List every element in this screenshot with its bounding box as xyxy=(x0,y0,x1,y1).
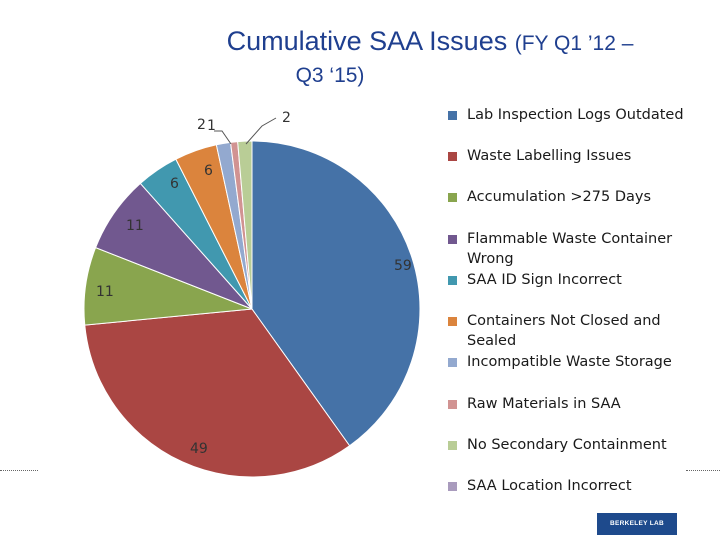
chart-title-main: Cumulative SAA Issues xyxy=(226,26,508,56)
data-label-1: 59 xyxy=(394,258,412,274)
legend-label: Lab Inspection Logs Outdated xyxy=(467,107,684,123)
legend-swatch xyxy=(448,317,457,326)
legend-label: SAA Location Incorrect xyxy=(467,478,632,494)
chart-title: Cumulative SAA Issues (FY Q1 ’12 – xyxy=(0,26,720,57)
data-label-incompatible: 2 xyxy=(197,117,206,133)
divider-right xyxy=(686,470,720,471)
legend-label: Accumulation >275 Days xyxy=(467,189,652,205)
data-label-3: 11 xyxy=(96,284,114,300)
legend-label: Raw Materials in SAA xyxy=(467,396,621,412)
legend-label: Flammable Waste Container Wrong xyxy=(467,231,673,267)
chart-title-suffix: (FY Q1 ’12 – xyxy=(514,32,634,55)
pie-slice-2 xyxy=(84,308,351,478)
pie-slice-9 xyxy=(237,140,253,310)
chart-title-line2: Q3 ‘15) xyxy=(295,64,365,87)
data-label-6: 6 xyxy=(204,163,213,179)
leader-line-1 xyxy=(214,130,232,145)
legend-swatch xyxy=(448,400,457,409)
data-label-9: 2 xyxy=(282,110,291,126)
legend-swatch xyxy=(448,111,457,120)
berkeley-lab-logo: BERKELEY LAB xyxy=(597,513,677,535)
legend-swatch xyxy=(448,482,457,491)
legend-label: Incompatible Waste Storage xyxy=(467,354,672,370)
data-label-2: 49 xyxy=(190,441,208,457)
pie-slices xyxy=(83,140,421,478)
legend-swatch xyxy=(448,276,457,285)
leader-lines xyxy=(214,117,277,145)
legend-swatch xyxy=(448,152,457,161)
legend-label: Waste Labelling Issues xyxy=(467,148,632,164)
leader-line-2 xyxy=(245,117,277,145)
legend-label: No Secondary Containment xyxy=(467,437,667,453)
data-label-4: 11 xyxy=(126,218,144,234)
legend-swatch xyxy=(448,193,457,202)
legend-label: SAA ID Sign Incorrect xyxy=(467,272,622,288)
legend-swatch xyxy=(448,235,457,244)
legend-swatch xyxy=(448,441,457,450)
divider-left xyxy=(0,470,38,471)
data-label-raw-materials: 1 xyxy=(207,118,216,134)
pie-slice-1 xyxy=(251,140,421,447)
legend-label: Containers Not Closed and Sealed xyxy=(467,313,661,349)
data-label-5: 6 xyxy=(170,176,179,192)
legend-swatch xyxy=(448,358,457,367)
